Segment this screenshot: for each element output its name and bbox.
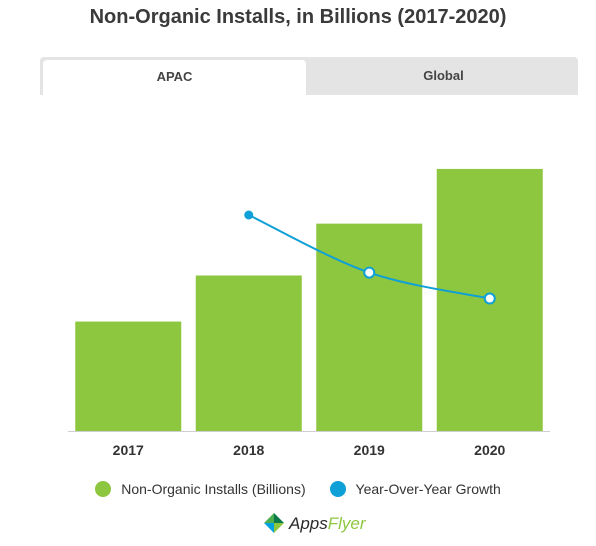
- growth-point-2018[interactable]: [244, 210, 254, 220]
- logo-text-flyer: Flyer: [327, 514, 366, 533]
- legend-label-growth: Year-Over-Year Growth: [355, 481, 501, 498]
- legend-swatch-installs: [95, 481, 112, 498]
- tab-global[interactable]: Global: [423, 68, 464, 83]
- region-tabs: APAC Global: [40, 57, 578, 95]
- tab-apac[interactable]: APAC: [43, 60, 306, 95]
- growth-point-2019[interactable]: [363, 266, 376, 279]
- x-tick-label-2017: 2017: [113, 442, 144, 458]
- legend-item-installs[interactable]: Non-Organic Installs (Billions): [95, 481, 306, 498]
- appsflyer-logo: AppsFlyer: [262, 511, 366, 537]
- x-tick-label-2018: 2018: [233, 442, 264, 458]
- bar-2019[interactable]: [316, 223, 423, 431]
- legend-swatch-growth: [329, 481, 346, 498]
- legend-item-growth[interactable]: Year-Over-Year Growth: [329, 481, 501, 498]
- appsflyer-logo-icon: [264, 513, 284, 533]
- growth-point-2020[interactable]: [483, 292, 496, 305]
- chart-legend: Non-Organic Installs (Billions) Year-Ove…: [0, 480, 596, 498]
- x-tick-label-2020: 2020: [474, 442, 505, 458]
- bar-2017[interactable]: [75, 321, 182, 431]
- bar-2018[interactable]: [195, 275, 302, 431]
- logo-text-apps: Apps: [289, 514, 328, 533]
- legend-label-installs: Non-Organic Installs (Billions): [121, 481, 306, 498]
- x-tick-label-2019: 2019: [354, 442, 385, 458]
- chart-title: Non-Organic Installs, in Billions (2017-…: [89, 6, 507, 28]
- chart-canvas: 2017 2018 2019 2020: [68, 168, 550, 458]
